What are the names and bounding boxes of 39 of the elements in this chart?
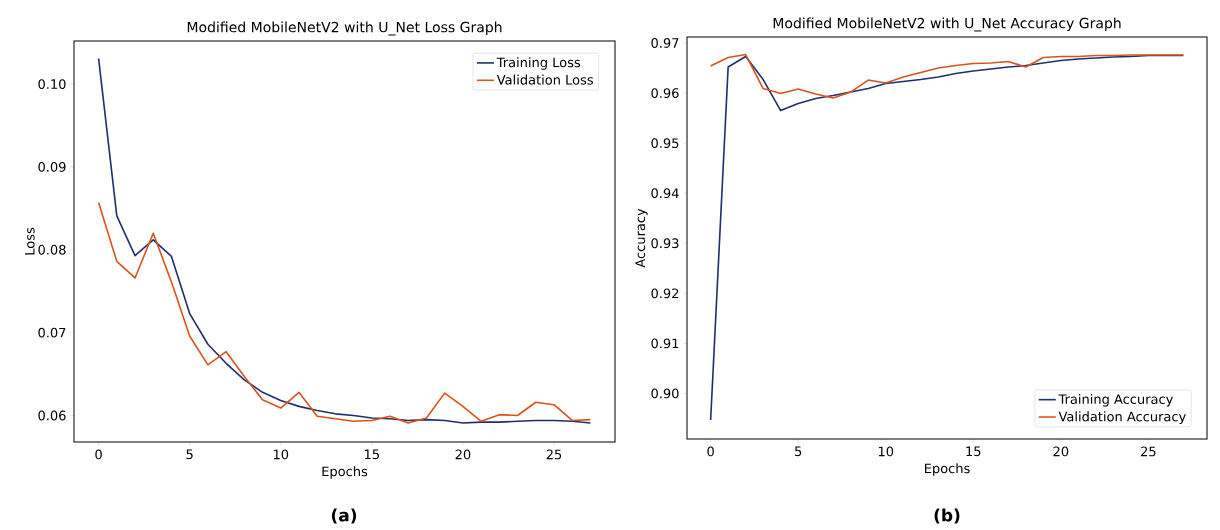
line-series (97, 201, 592, 424)
y-tick-label: 0.96 (651, 88, 679, 98)
x-tick-label: 15 (364, 449, 379, 460)
y-tick-label: 0.08 (38, 244, 66, 255)
y-axis-title: Loss (25, 227, 35, 255)
line-series (97, 57, 592, 424)
y-tick-label: 0.90 (651, 388, 679, 399)
x-tick-label: 25 (546, 449, 562, 460)
x-tick-label: 25 (1141, 446, 1156, 457)
y-tick-label: 0.92 (651, 288, 679, 299)
x-axis-title: Epochs (924, 463, 970, 476)
chart-title: Modified MobileNetV2 with U_Net Accuracy Graph (773, 17, 1121, 32)
chart-title: Modified MobileNetV2 with U_Net Loss Graph (187, 21, 502, 36)
text: (b) (934, 508, 960, 524)
y-tick-label: 0.94 (651, 188, 679, 199)
legend-label: Validation Loss (496, 74, 593, 85)
x-tick-label: 20 (455, 449, 471, 460)
y-tick-label: 0.10 (38, 79, 66, 89)
y-tick-label: 0.91 (651, 338, 679, 349)
x-tick-label: 10 (878, 446, 894, 457)
x-axis-title: Epochs (322, 466, 368, 479)
x-tick-label: 0 (95, 449, 102, 460)
x-tick-label: 15 (966, 446, 981, 457)
y-tick-label: 0.97 (651, 38, 679, 48)
x-tick-label: 0 (707, 446, 714, 457)
y-tick-label: 0.93 (651, 238, 679, 249)
y-tick-label: 0.09 (38, 162, 66, 172)
y-tick-label: 0.95 (651, 138, 679, 149)
text: (a) (331, 508, 357, 524)
x-tick-label: 5 (186, 449, 193, 460)
x-tick-label: 5 (795, 446, 802, 457)
y-axis-title: Accuracy (635, 208, 648, 268)
legend-label: Training Loss (496, 57, 581, 70)
x-tick-label: 20 (1053, 446, 1069, 457)
y-tick-label: 0.07 (38, 327, 66, 338)
legend-label: Training Accuracy (1058, 393, 1173, 407)
x-tick-label: 10 (273, 449, 289, 460)
y-tick-label: 0.06 (38, 410, 66, 421)
legend-label: Validation Accuracy (1058, 411, 1186, 424)
